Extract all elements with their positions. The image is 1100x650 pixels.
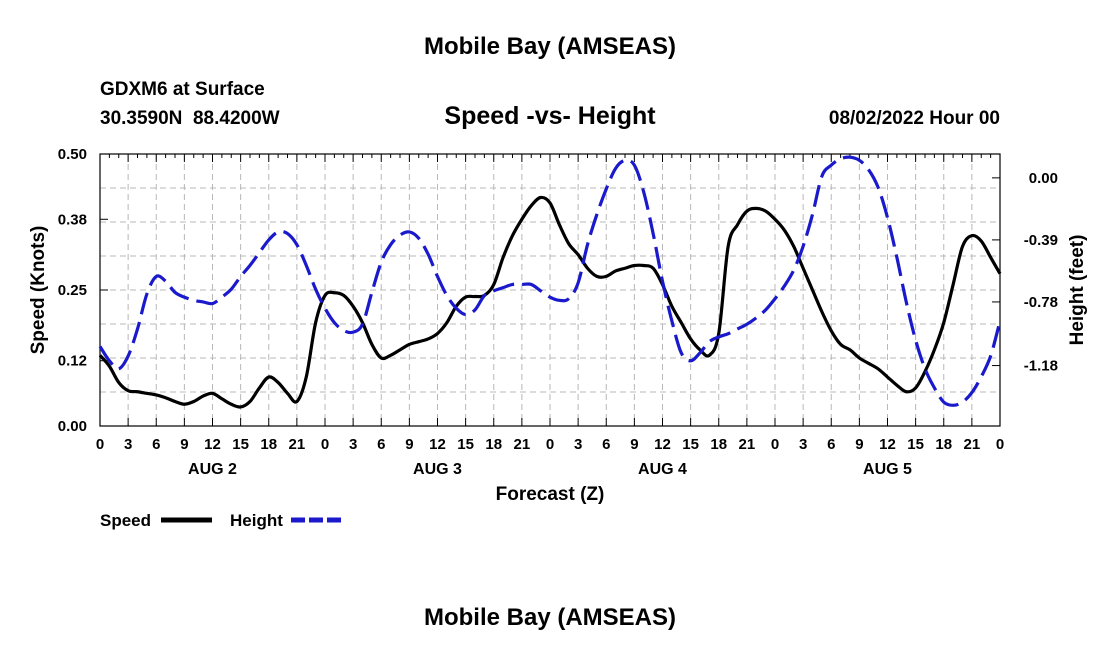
y-tick-label: 0.25 — [58, 282, 87, 299]
plot-title: Speed -vs- Height — [444, 102, 656, 130]
x-tick-label: 6 — [377, 436, 385, 453]
x-tick-label: 0 — [96, 436, 104, 453]
x-tick-label: 18 — [260, 436, 277, 453]
x-tick-label: 0 — [996, 436, 1004, 453]
x-tick-label: 15 — [682, 436, 699, 453]
x-tick-label: 6 — [602, 436, 610, 453]
legend: Speed Height — [100, 511, 342, 530]
x-tick-label: 9 — [630, 436, 638, 453]
y-axis-title: Speed (Knots) — [28, 226, 49, 355]
day-label: AUG 2 — [188, 461, 237, 478]
x-tick-label: 3 — [574, 436, 582, 453]
y2-tick-label: -1.18 — [1024, 358, 1058, 375]
y-tick-label: 0.50 — [58, 146, 87, 163]
x-axis-title: Forecast (Z) — [496, 484, 605, 505]
x-tick-label: 15 — [457, 436, 474, 453]
y-tick-label: 0.00 — [58, 418, 87, 435]
top-title: Mobile Bay (AMSEAS) — [424, 33, 676, 60]
legend-speed-label: Speed — [100, 511, 151, 530]
series-line-speed — [98, 195, 1002, 409]
x-tick-label: 18 — [935, 436, 952, 453]
x-tick-label: 12 — [204, 436, 221, 453]
x-tick-label: 18 — [485, 436, 502, 453]
x-tick-label: 9 — [405, 436, 413, 453]
x-tick-label: 12 — [654, 436, 671, 453]
y-tick-label: 0.38 — [58, 211, 87, 228]
legend-height-label: Height — [230, 511, 283, 530]
x-tick-label: 21 — [289, 436, 306, 453]
x-tick-label: 3 — [124, 436, 132, 453]
x-tick-label: 15 — [232, 436, 249, 453]
x-tick-label: 12 — [429, 436, 446, 453]
plot-area: 0 3 6 9 12 15 18 21 0 3 6 9 12 15 18 21 0 3 6 9 12 15 18 21 0 3 6 9… — [58, 146, 1058, 478]
x-tick-label: 0 — [321, 436, 329, 453]
day-label: AUG 3 — [413, 461, 462, 478]
x-tick-label: 0 — [771, 436, 779, 453]
y2-tick-label: -0.78 — [1024, 294, 1058, 311]
y2-tick-label: 0.00 — [1029, 170, 1058, 187]
y2-axis-title: Height (feet) — [1067, 235, 1088, 346]
run-time: 08/02/2022 Hour 00 — [829, 108, 1000, 129]
x-tick-label: 9 — [180, 436, 188, 453]
series-line-height — [98, 155, 1002, 407]
x-tick-label: 21 — [739, 436, 756, 453]
x-tick-label: 3 — [349, 436, 357, 453]
x-tick-label: 0 — [546, 436, 554, 453]
x-tick-label: 21 — [964, 436, 981, 453]
x-tick-label: 6 — [827, 436, 835, 453]
x-tick-label: 9 — [855, 436, 863, 453]
x-tick-label: 18 — [710, 436, 727, 453]
station-name: GDXM6 at Surface — [100, 79, 265, 100]
x-tick-label: 21 — [514, 436, 531, 453]
y-tick-label: 0.12 — [58, 353, 87, 370]
day-label: AUG 4 — [638, 461, 687, 478]
x-tick-label: 12 — [879, 436, 896, 453]
x-tick-label: 6 — [152, 436, 160, 453]
x-tick-label: 3 — [799, 436, 807, 453]
x-tick-label: 15 — [907, 436, 924, 453]
station-coordinates: 30.3590N 88.4200W — [100, 108, 280, 129]
bottom-title: Mobile Bay (AMSEAS) — [424, 604, 676, 631]
day-label: AUG 5 — [863, 461, 912, 478]
y2-tick-label: -0.39 — [1024, 232, 1058, 249]
